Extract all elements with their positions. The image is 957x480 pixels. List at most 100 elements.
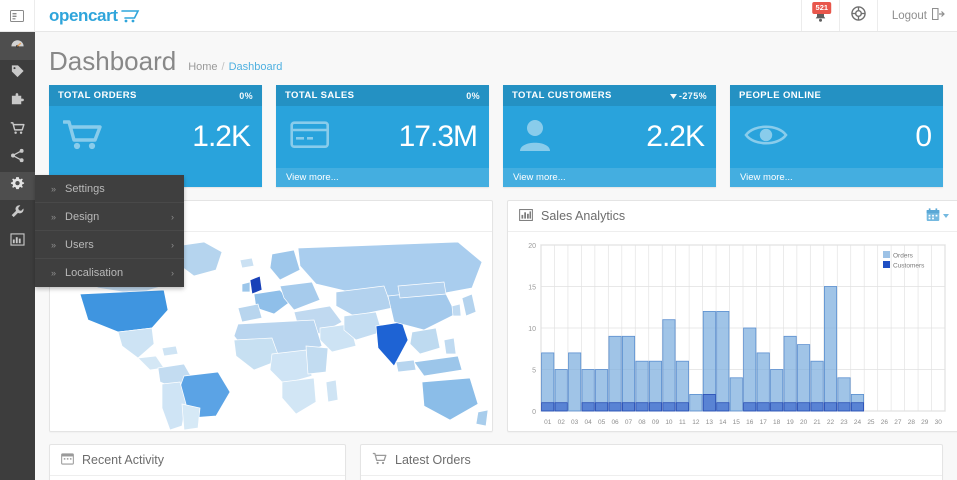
tile-body: 1.2K: [49, 106, 262, 168]
gear-icon: [10, 176, 25, 196]
notifications-button[interactable]: 521: [800, 0, 839, 31]
tile-title: TOTAL SALES: [285, 90, 355, 101]
breadcrumb-separator: /: [221, 61, 225, 73]
tag-icon: [10, 64, 25, 84]
tile-value: 2.2K: [646, 120, 705, 153]
shopping-cart-icon: [10, 121, 25, 140]
wrench-icon: [10, 204, 25, 224]
menu-item-users[interactable]: » Users ›: [35, 231, 184, 259]
life-ring-icon: [851, 5, 866, 26]
svg-text:0: 0: [532, 409, 536, 416]
sidebar-item-reports[interactable]: [0, 228, 35, 256]
tile-percent: -275%: [669, 90, 707, 101]
chevron-right-double-icon: »: [51, 183, 57, 194]
tile-value: 1.2K: [192, 120, 251, 153]
tile-value: 17.3M: [398, 120, 478, 153]
tile-header: TOTAL ORDERS 0%: [49, 85, 262, 106]
sidebar-item-marketing[interactable]: [0, 144, 35, 172]
svg-text:05: 05: [598, 419, 606, 426]
svg-text:20: 20: [800, 419, 808, 426]
tile-percent-value: 0%: [239, 90, 253, 101]
tile-title: TOTAL ORDERS: [58, 90, 137, 101]
submenu-chevron-icon: ›: [171, 239, 174, 250]
svg-text:20: 20: [528, 243, 536, 250]
user-icon: [517, 118, 553, 157]
chart-panel-title: Sales Analytics: [541, 209, 626, 223]
sidebar-item-extensions[interactable]: [0, 88, 35, 116]
shopping-cart-icon: [120, 9, 143, 23]
recent-activity-header: Recent Activity: [50, 445, 345, 476]
shopping-cart-icon: [62, 119, 103, 156]
brand-logo[interactable]: opencart: [35, 0, 157, 31]
bottom-panels-row: Recent Activity Latest Orders: [35, 432, 957, 480]
dashboard-gauge-icon: [10, 36, 25, 56]
date-range-selector[interactable]: [926, 207, 949, 225]
svg-text:14: 14: [719, 419, 727, 426]
tile-body: 2.2K: [503, 106, 716, 168]
latest-orders-panel: Latest Orders: [360, 444, 943, 480]
stat-tile-total-sales[interactable]: TOTAL SALES 0% 17.3M: [276, 85, 489, 187]
latest-orders-header: Latest Orders: [361, 445, 942, 476]
svg-text:21: 21: [813, 419, 821, 426]
stat-tiles: TOTAL ORDERS 0% 1.2K View mo: [35, 85, 957, 187]
help-button[interactable]: [838, 0, 877, 31]
menu-item-label: Design: [65, 210, 100, 223]
tile-percent: 0%: [466, 91, 480, 101]
breadcrumb-home[interactable]: Home: [188, 61, 218, 73]
page-title: Dashboard: [49, 46, 177, 76]
sales-analytics-panel: Sales Analytics: [507, 200, 957, 432]
calendar-icon: [61, 452, 74, 468]
sign-out-icon: [931, 7, 945, 23]
breadcrumb-current: Dashboard: [228, 61, 283, 73]
tile-title: PEOPLE ONLINE: [739, 90, 822, 101]
svg-text:08: 08: [638, 419, 646, 426]
page-header: Dashboard Home / Dashboard: [35, 32, 957, 85]
svg-text:13: 13: [706, 419, 714, 426]
sidebar-toggle-icon[interactable]: [0, 0, 35, 31]
share-alt-icon: [10, 148, 25, 168]
stat-tile-total-customers[interactable]: TOTAL CUSTOMERS -275%: [503, 85, 716, 187]
eye-icon: [744, 121, 788, 154]
stat-tile-people-online[interactable]: PEOPLE ONLINE 0 View more...: [730, 85, 943, 187]
sidebar-item-sales[interactable]: [0, 116, 35, 144]
tile-view-more-link[interactable]: View more...: [730, 168, 943, 187]
recent-activity-title: Recent Activity: [82, 453, 164, 467]
bar-chart-icon: [10, 233, 25, 251]
notification-count-badge: 521: [812, 2, 832, 14]
chart-panel-header: Sales Analytics: [508, 201, 957, 232]
puzzle-piece-icon: [10, 92, 25, 112]
logout-button[interactable]: Logout: [876, 0, 957, 31]
sidebar-item-tools[interactable]: [0, 200, 35, 228]
panels-row: Sales Analytics: [35, 187, 957, 432]
tile-title: TOTAL CUSTOMERS: [512, 90, 612, 101]
tile-percent-value: -275%: [678, 90, 707, 101]
svg-text:02: 02: [558, 419, 566, 426]
sidebar-item-catalog[interactable]: [0, 60, 35, 88]
stat-tile-total-orders[interactable]: TOTAL ORDERS 0% 1.2K View mo: [49, 85, 262, 187]
tile-header: TOTAL SALES 0%: [276, 85, 489, 106]
sales-chart[interactable]: 0 5 10 15 20 01 02 03 04 05 06 07 08 09 10 11 12 13 14 15 16…: [508, 232, 957, 432]
menu-item-localisation[interactable]: » Localisation ›: [35, 259, 184, 287]
menu-item-label: Settings: [65, 182, 105, 195]
svg-text:11: 11: [679, 419, 686, 426]
chevron-right-double-icon: »: [51, 211, 57, 222]
svg-text:10: 10: [528, 326, 536, 333]
menu-item-settings[interactable]: » Settings: [35, 175, 184, 203]
tile-view-more-link[interactable]: View more...: [276, 168, 489, 187]
brand-name: opencart: [49, 5, 118, 25]
svg-text:03: 03: [571, 419, 579, 426]
world-map[interactable]: [50, 232, 492, 431]
tile-view-more-link[interactable]: View more...: [503, 168, 716, 187]
sidebar-item-dashboard[interactable]: [0, 32, 35, 60]
svg-text:15: 15: [528, 285, 536, 292]
svg-text:Orders: Orders: [893, 253, 914, 260]
menu-item-design[interactable]: » Design ›: [35, 203, 184, 231]
sidebar-item-system[interactable]: [0, 172, 35, 200]
submenu-chevron-icon: ›: [171, 211, 174, 222]
credit-card-icon: [290, 120, 330, 155]
tile-percent-value: 0%: [466, 90, 480, 101]
breadcrumb: Home / Dashboard: [188, 61, 282, 73]
bar-chart-icon: [519, 208, 533, 224]
tile-percent: 0%: [239, 91, 253, 101]
